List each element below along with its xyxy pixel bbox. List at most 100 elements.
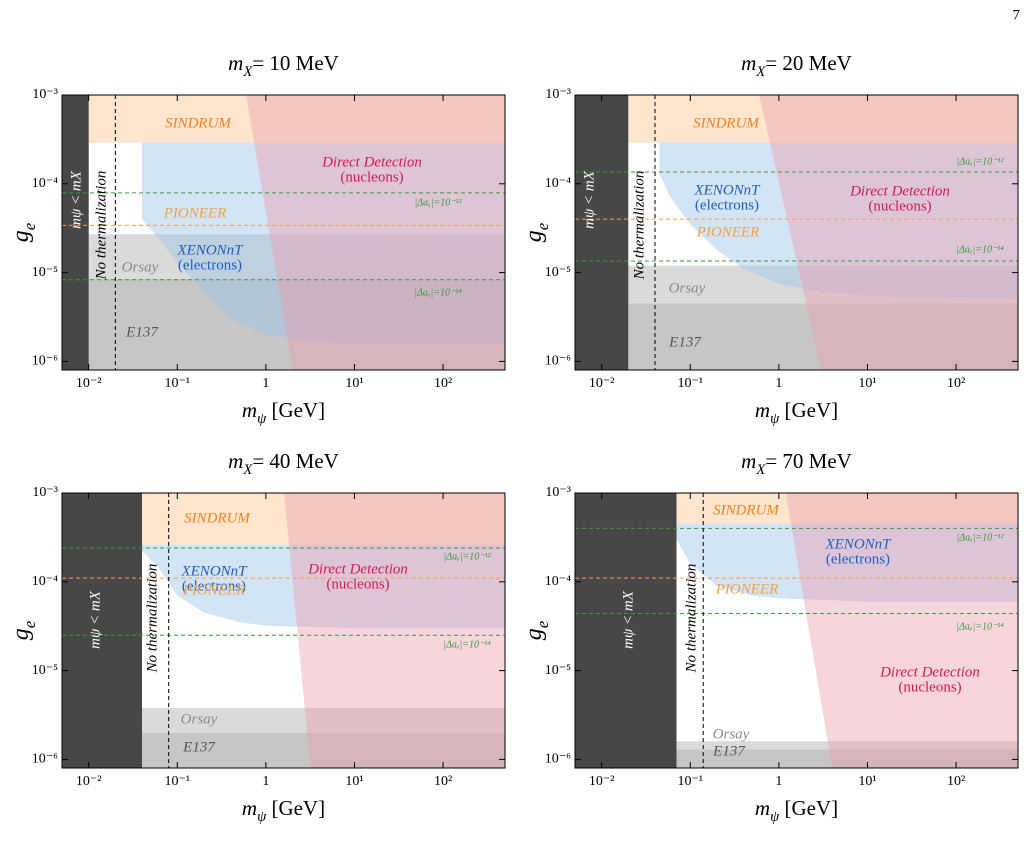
y-tick-label: 10⁻⁵ <box>545 663 571 678</box>
y-tick-label: 10⁻³ <box>32 87 58 102</box>
y-tick-label: 10⁻³ <box>545 485 571 500</box>
region-note: (nucleons) <box>898 679 961 695</box>
region-label: SINDRUM <box>713 502 780 518</box>
x-axis-label-part: ψ <box>257 411 267 427</box>
threshold-label: No thermalization <box>144 564 160 674</box>
region-label: E137 <box>182 739 216 755</box>
y-axis-label: ge <box>521 620 553 640</box>
x-axis-label-part: [GeV] <box>779 398 838 422</box>
axes-frame <box>574 492 1019 769</box>
y-tick-label: 10⁻⁵ <box>32 265 58 280</box>
region-label: Direct Detection <box>849 183 950 199</box>
y-axis-label-part: g <box>8 230 34 242</box>
y-axis-label-part: g <box>521 230 547 242</box>
region <box>142 707 505 733</box>
region <box>628 265 1018 304</box>
threshold-label: No thermalization <box>631 171 647 281</box>
line-label: |Δaₑ|=10⁻¹⁴ <box>956 244 1004 255</box>
region-label: Direct Detection <box>307 561 408 577</box>
line-label: |Δaₑ|=10⁻¹⁴ <box>414 287 462 298</box>
region <box>142 493 505 545</box>
x-tick-label: 10¹ <box>858 774 876 789</box>
y-tick-label: 10⁻³ <box>32 485 58 500</box>
line-label: |Δaₑ|=10⁻¹² <box>956 156 1004 167</box>
panel: No thermalization Orsay E137 SINDRUM XENONnT… <box>521 51 1019 428</box>
region <box>88 234 505 279</box>
y-axis-label-part: e <box>533 222 552 230</box>
region-label: SINDRUM <box>165 115 232 131</box>
region-label: E137 <box>712 743 746 759</box>
panel-title-part: = 20 MeV <box>765 51 852 75</box>
x-tick-label: 10¹ <box>858 376 876 391</box>
region <box>659 142 1018 300</box>
y-axis-label-part: g <box>8 628 34 640</box>
region-label: E137 <box>125 324 159 340</box>
x-axis-label-part: m <box>755 398 770 422</box>
line-label: |Δaₑ|=10⁻¹⁴ <box>443 639 491 650</box>
region <box>575 493 677 768</box>
x-axis-label-part: [GeV] <box>266 796 325 820</box>
region <box>142 544 505 629</box>
plot-area <box>575 95 1018 370</box>
panel-title: mX= 20 MeV <box>741 51 852 81</box>
line-label: |Δaₑ|=10⁻¹⁴ <box>956 621 1004 632</box>
panel-title-part: X <box>242 462 253 478</box>
region-label: SINDRUM <box>693 115 760 131</box>
x-tick-label: 10¹ <box>345 774 363 789</box>
x-tick-label: 1 <box>775 774 782 789</box>
x-tick-label: 10⁻¹ <box>164 774 190 789</box>
x-tick-label: 10² <box>434 774 452 789</box>
region-note: (nucleons) <box>340 169 403 185</box>
plot-area <box>575 493 1018 768</box>
region <box>88 95 505 143</box>
x-axis-label: mψ [GeV] <box>242 796 325 826</box>
region <box>676 523 1018 602</box>
panel-title-part: X <box>242 64 253 80</box>
panel-title-part: = 70 MeV <box>765 449 852 473</box>
panel-title: mX= 40 MeV <box>228 449 339 479</box>
region-note: (nucleons) <box>868 198 931 214</box>
region <box>62 95 89 370</box>
panel-title: mX= 70 MeV <box>741 449 852 479</box>
region-note: (electrons) <box>182 578 246 594</box>
region-label: XENONnT <box>176 242 244 258</box>
region <box>785 493 1018 768</box>
region-label: XENONnT <box>824 536 892 552</box>
y-axis-label-part: e <box>533 620 552 628</box>
region <box>575 95 629 370</box>
region-label: mψ < mX <box>68 170 84 229</box>
y-tick-label: 10⁻⁶ <box>32 752 58 767</box>
y-tick-label: 10⁻⁴ <box>32 574 58 589</box>
region <box>759 95 1018 370</box>
x-axis-label-part: [GeV] <box>779 796 838 820</box>
x-axis-label-part: m <box>755 796 770 820</box>
x-axis-label-part: [GeV] <box>266 398 325 422</box>
region-note: (electrons) <box>178 257 242 273</box>
y-axis-label: ge <box>8 620 40 640</box>
panel-title-part: X <box>755 64 766 80</box>
panel-title-part: m <box>228 449 243 473</box>
region <box>62 493 142 768</box>
region-label: Direct Detection <box>879 664 980 680</box>
y-axis-label-part: e <box>20 222 39 230</box>
panel-title-part: X <box>755 462 766 478</box>
region-label: Orsay <box>122 259 159 275</box>
x-axis-label-part: m <box>242 398 257 422</box>
line-label: |Δaₑ|=10⁻¹² <box>443 551 491 562</box>
x-axis-label-part: ψ <box>770 809 780 825</box>
x-axis-label: mψ [GeV] <box>755 398 838 428</box>
line-label: |Δaₑ|=10⁻¹² <box>414 197 462 208</box>
x-tick-label: 1 <box>775 376 782 391</box>
region-label: E137 <box>668 334 702 350</box>
line-label: PIONEER <box>163 205 226 221</box>
x-tick-label: 1 <box>262 376 269 391</box>
region <box>628 303 1018 370</box>
x-tick-label: 10¹ <box>345 376 363 391</box>
line-label: PIONEER <box>696 224 759 240</box>
region <box>676 493 1018 524</box>
region <box>246 95 505 370</box>
y-tick-label: 10⁻³ <box>545 87 571 102</box>
y-tick-label: 10⁻⁴ <box>545 574 571 589</box>
